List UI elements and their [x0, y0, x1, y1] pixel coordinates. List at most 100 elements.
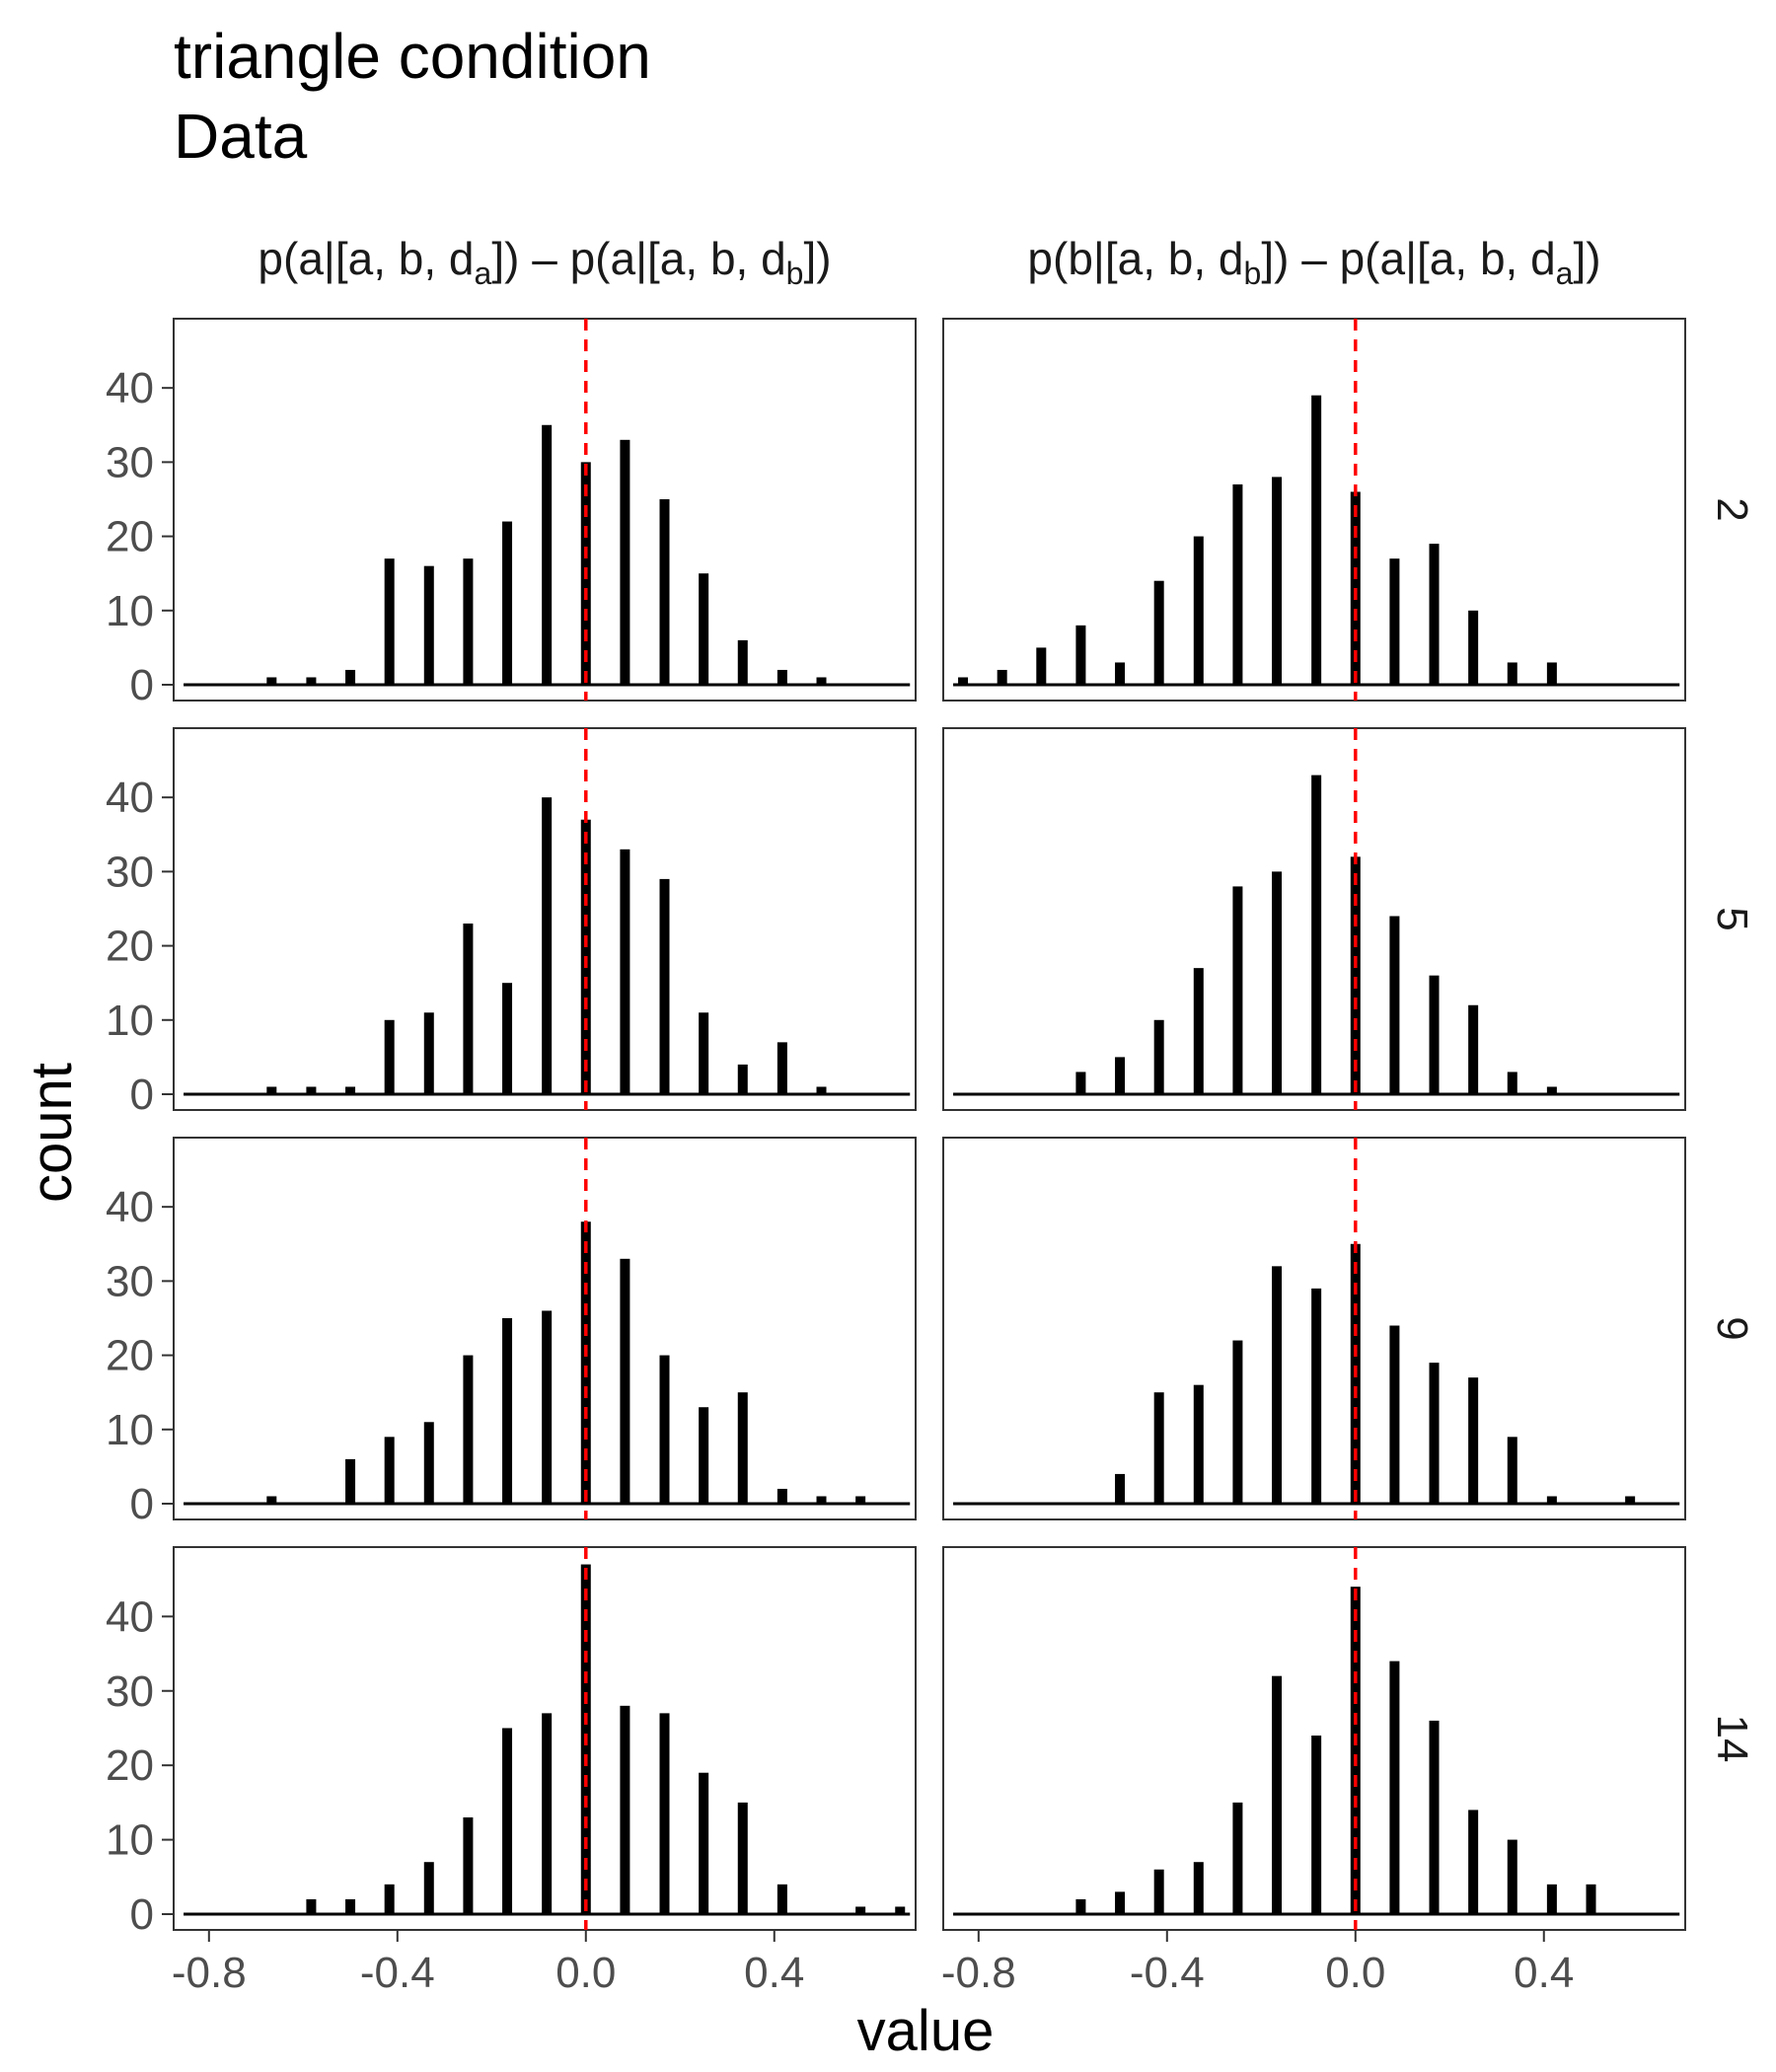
- y-axis-title: count: [20, 1063, 84, 1203]
- strip-text-part: |: [635, 233, 647, 284]
- histogram-bar: [777, 1488, 787, 1506]
- strip-text-part: b: [786, 256, 804, 291]
- x-tick-label: 0.0: [555, 1949, 616, 1997]
- histogram-bar: [1153, 580, 1164, 687]
- y-tick-label: 0: [130, 661, 154, 709]
- histogram-bar: [659, 1355, 670, 1506]
- histogram-bar: [1311, 395, 1322, 687]
- histogram-bar: [502, 983, 513, 1096]
- strip-text-part: a: [1556, 256, 1574, 291]
- histogram-bar: [737, 639, 748, 687]
- histogram-bar: [306, 677, 317, 687]
- column-strip-labels: p(a|[a, b, da]) – p(a|[a, b, db]) p(b|[a,…: [258, 233, 1600, 291]
- strip-text-part: |: [324, 233, 335, 284]
- histogram-bar: [1546, 1086, 1557, 1096]
- chart-subtitle: Data: [174, 101, 308, 172]
- histogram-bar: [855, 1906, 866, 1916]
- histogram-bar: [958, 677, 969, 687]
- histogram-bar: [1311, 1736, 1322, 1916]
- x-tick-label: -0.4: [360, 1949, 435, 1997]
- x-tick-label: -0.8: [941, 1949, 1016, 1997]
- strip-text-part: ]): [491, 233, 519, 284]
- y-tick-label: 30: [106, 438, 154, 486]
- x-tick-label: 0.0: [1325, 1949, 1385, 1997]
- histogram-bar: [345, 669, 356, 687]
- histogram-bar: [542, 1713, 553, 1916]
- y-tick-label: 0: [130, 1480, 154, 1528]
- histogram-bar: [1546, 1884, 1557, 1916]
- histogram-bar: [1625, 1496, 1636, 1506]
- y-tick-label: 0: [130, 1071, 154, 1119]
- histogram-bar: [266, 1086, 277, 1096]
- histogram-bar: [1232, 886, 1243, 1096]
- panel-5-left: [173, 727, 917, 1111]
- y-tick-label: 10: [106, 997, 154, 1045]
- histogram-bar: [816, 1086, 827, 1096]
- strip-text-part: p(a: [1340, 233, 1406, 284]
- row-label-14: 14: [1708, 1715, 1756, 1763]
- strip-text-part: |: [1405, 233, 1417, 284]
- facet-panels: [173, 318, 1686, 1931]
- histogram-bar: [1115, 662, 1126, 687]
- histogram-bar: [1232, 1340, 1243, 1506]
- histogram-bar: [1075, 1072, 1086, 1096]
- strip-text-part: –: [519, 233, 569, 284]
- panel-2-right: [942, 318, 1686, 702]
- panel-14-right: [942, 1546, 1686, 1931]
- histogram-bar: [345, 1898, 356, 1916]
- histogram-bar: [423, 1012, 434, 1096]
- histogram-bar: [777, 1884, 787, 1916]
- histogram-bar: [895, 1906, 906, 1916]
- y-tick-label: 30: [106, 1257, 154, 1305]
- histogram-bar: [266, 677, 277, 687]
- histogram-bar: [816, 677, 827, 687]
- histogram-bar: [699, 1772, 709, 1916]
- histogram-bar: [423, 565, 434, 687]
- y-tick-label: 40: [106, 1592, 154, 1641]
- strip-text-part: [a, b, d: [1417, 233, 1556, 284]
- histogram-bar: [1075, 1898, 1086, 1916]
- y-axes: 0 10 20 30 40 0 10 20 30 40 0 10 20 30 40 0 10 20 30 40: [106, 364, 174, 1939]
- histogram-bar: [1586, 1884, 1596, 1916]
- histogram-bar: [659, 498, 670, 687]
- histogram-bar: [1232, 483, 1243, 687]
- histogram-bar: [777, 1042, 787, 1096]
- histogram-bar: [463, 1355, 474, 1506]
- histogram-bar: [463, 1816, 474, 1916]
- strip-text-part: a: [475, 256, 492, 291]
- histogram-bar: [1115, 1473, 1126, 1506]
- histogram-bar: [699, 573, 709, 687]
- histogram-bar: [1272, 477, 1283, 687]
- y-tick-label: 40: [106, 774, 154, 822]
- histogram-bar: [1153, 1392, 1164, 1506]
- y-tick-label: 0: [130, 1890, 154, 1939]
- strip-label-left: p(a|[a, b, da]) – p(a|[a, b, db]): [258, 233, 831, 291]
- x-tick-label: 0.4: [1514, 1949, 1574, 1997]
- histogram-bar: [1193, 536, 1204, 687]
- strip-text-part: b: [1244, 256, 1262, 291]
- histogram-bar: [1193, 1384, 1204, 1506]
- strip-text-part: ]): [1573, 233, 1600, 284]
- histogram-bar: [1468, 1004, 1479, 1096]
- histogram-bar: [580, 1221, 591, 1506]
- histogram-bar: [502, 521, 513, 687]
- row-strip-labels: 2 5 9 14: [1708, 497, 1756, 1762]
- histogram-bar: [542, 797, 553, 1096]
- x-tick-label: -0.4: [1130, 1949, 1205, 1997]
- histogram-bar: [1311, 775, 1322, 1096]
- histogram-bar: [306, 1898, 317, 1916]
- histogram-bar: [1468, 1377, 1479, 1506]
- strip-text-part: [a, b, d: [335, 233, 475, 284]
- histogram-bar: [1507, 662, 1517, 687]
- histogram-bar: [423, 1422, 434, 1506]
- histogram-bar: [384, 1437, 395, 1506]
- y-tick-label: 20: [106, 923, 154, 971]
- histogram-bar: [1272, 871, 1283, 1096]
- histogram-bar: [542, 424, 553, 687]
- y-tick-label: 20: [106, 1741, 154, 1790]
- histogram-bar: [1429, 975, 1440, 1096]
- strip-text-part: p(b: [1027, 233, 1092, 284]
- histogram-bar: [1193, 1862, 1204, 1916]
- histogram-bar: [816, 1496, 827, 1506]
